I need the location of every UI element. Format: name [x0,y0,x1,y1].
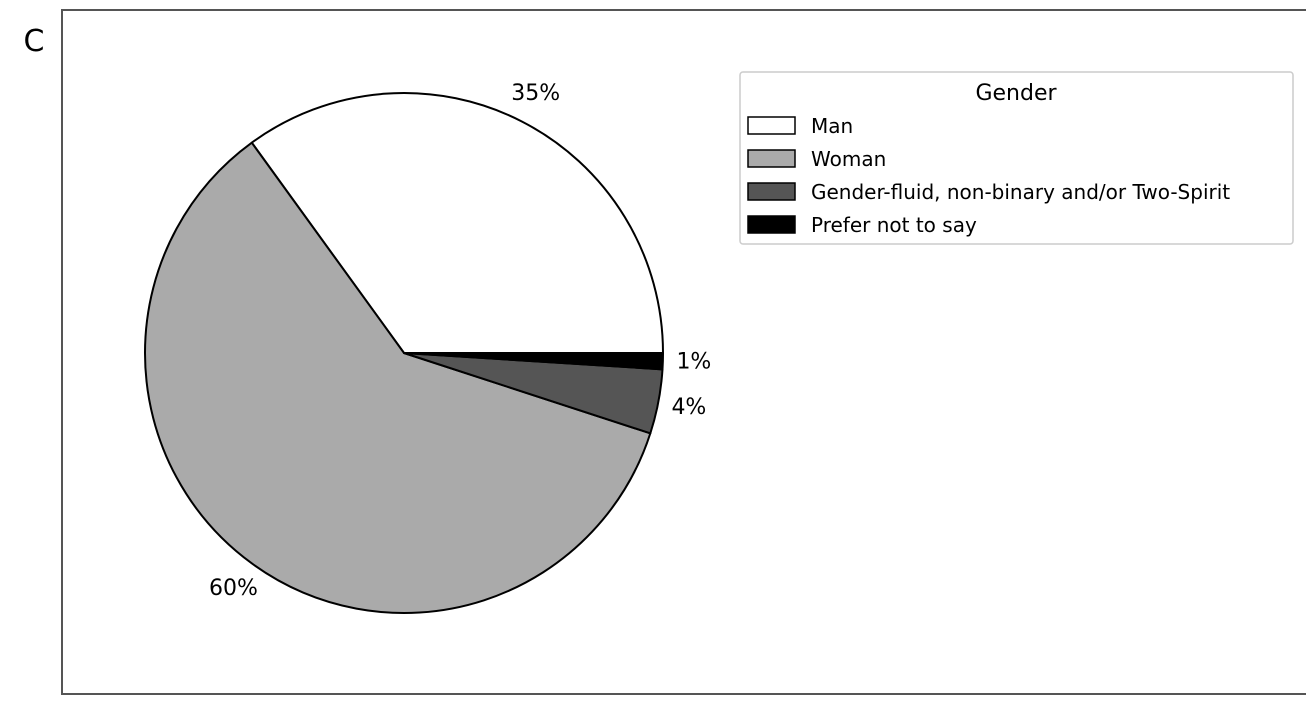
legend-label: Gender-fluid, non-binary and/or Two-Spir… [811,180,1230,204]
legend-box [739,71,1294,245]
legend-label: Woman [811,147,886,171]
axes-frame [61,9,1306,695]
panel-label: C [24,24,45,59]
legend-swatch [747,149,796,168]
pie-value-label: 60% [209,576,258,601]
legend-swatch [747,116,796,135]
legend-label: Man [811,114,853,138]
pie-slice-prefer-not-to-say [403,352,665,371]
pie-value-label: 1% [676,350,711,375]
legend-items: Man Woman Gender-fluid, non-binary and/or … [747,114,1230,237]
pie-slice-woman [144,141,652,614]
legend: Gender Man Woman Gender-fluid, non-binary … [739,71,1294,245]
legend-title: Gender [975,81,1057,106]
pie-value-label: 35% [511,81,560,106]
pie-slices [144,92,665,614]
legend-label: Prefer not to say [811,213,977,237]
legend-swatch [747,182,796,201]
pie-slice-man [250,92,664,354]
pie-value-label: 4% [671,395,706,420]
pie-value-labels: 35% 60% 4% 1% [209,81,711,601]
legend-swatch [747,215,796,234]
